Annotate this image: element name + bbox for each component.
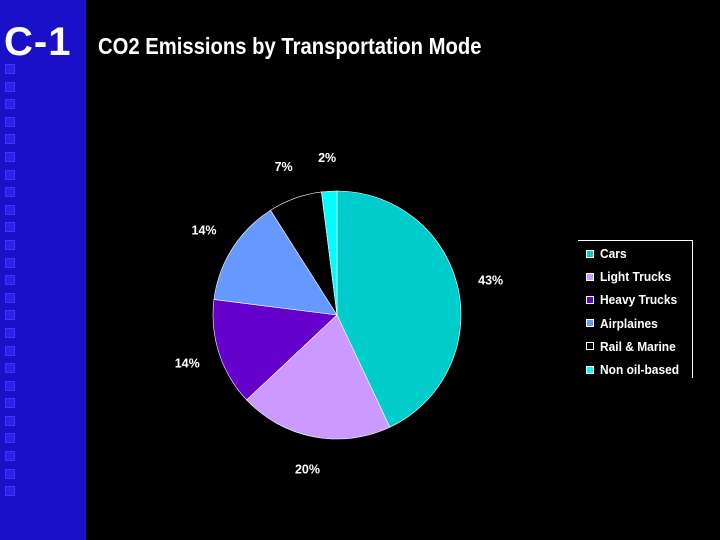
sidebar-bullet xyxy=(5,486,15,497)
sidebar-bullet xyxy=(5,134,15,145)
sidebar-bullet xyxy=(5,327,15,338)
legend-item: Cars xyxy=(578,242,692,265)
sidebar-bullet xyxy=(5,204,15,215)
legend-swatch xyxy=(586,272,594,281)
sidebar-bullet xyxy=(5,169,15,180)
sidebar-bullet xyxy=(5,187,15,198)
sidebar-bullet xyxy=(5,415,15,426)
legend-swatch xyxy=(586,342,594,351)
legend-item: Airplaines xyxy=(578,312,692,335)
sidebar-bullet xyxy=(5,398,15,409)
sidebar-bullet xyxy=(5,275,15,286)
sidebar-bullet xyxy=(5,116,15,127)
sidebar-bullet xyxy=(5,310,15,321)
sidebar-bullet xyxy=(5,292,15,303)
pie-slice-airplaines xyxy=(213,209,338,316)
sidebar-bullet xyxy=(5,222,15,233)
slide-sidebar xyxy=(0,0,86,540)
pie-slice-label: 2% xyxy=(318,151,336,165)
legend-swatch xyxy=(586,365,594,374)
legend-swatch xyxy=(586,249,594,258)
legend-label: Airplaines xyxy=(600,315,658,331)
sidebar-bullet xyxy=(5,81,15,92)
sidebar-bullet xyxy=(5,380,15,391)
legend-label: Heavy Trucks xyxy=(600,292,678,308)
legend-swatch xyxy=(586,295,594,304)
pie-slices xyxy=(212,190,462,440)
sidebar-bullet xyxy=(5,451,15,462)
sidebar-bullet xyxy=(5,468,15,479)
pie-slice-label: 20% xyxy=(295,463,320,477)
pie-slice-non-oil-based xyxy=(321,190,338,316)
legend-label: Cars xyxy=(600,246,627,262)
pie-slice-heavy-trucks xyxy=(212,299,338,401)
sidebar-bullet xyxy=(5,239,15,250)
legend-item: Heavy Trucks xyxy=(578,288,692,311)
legend-label: Rail & Marine xyxy=(600,338,676,354)
sidebar-bullet-column xyxy=(5,64,17,504)
pie-slice-cars xyxy=(336,190,462,428)
legend-item: Non oil-based xyxy=(578,358,692,381)
legend-item: Light Trucks xyxy=(578,265,692,288)
sidebar-bullet xyxy=(5,257,15,268)
legend-label: Non oil-based xyxy=(600,362,680,378)
sidebar-bullet xyxy=(5,345,15,356)
slide-label: C-1 xyxy=(4,20,72,64)
pie-labels: 43% 20% 14% 14% 7% 2% xyxy=(175,151,503,477)
sidebar-bullet xyxy=(5,151,15,162)
sidebar-bullet xyxy=(5,99,15,110)
pie-slice-label: 14% xyxy=(175,357,200,371)
chart-legend: Cars Light Trucks Heavy Trucks Airplaines Ra… xyxy=(578,240,693,378)
legend-item: Rail & Marine xyxy=(578,335,692,358)
legend-label: Light Trucks xyxy=(600,269,672,285)
pie-slice-label: 43% xyxy=(478,274,503,288)
sidebar-bullet xyxy=(5,64,15,74)
slide-title: CO2 Emissions by Transportation Mode xyxy=(98,33,482,59)
sidebar-bullet xyxy=(5,433,15,444)
pie-slice-light-trucks xyxy=(246,314,391,440)
sidebar-bullet xyxy=(5,363,15,374)
pie-slice-label: 14% xyxy=(192,224,217,238)
legend-swatch xyxy=(586,319,594,328)
pie-slice-label: 7% xyxy=(275,160,293,174)
